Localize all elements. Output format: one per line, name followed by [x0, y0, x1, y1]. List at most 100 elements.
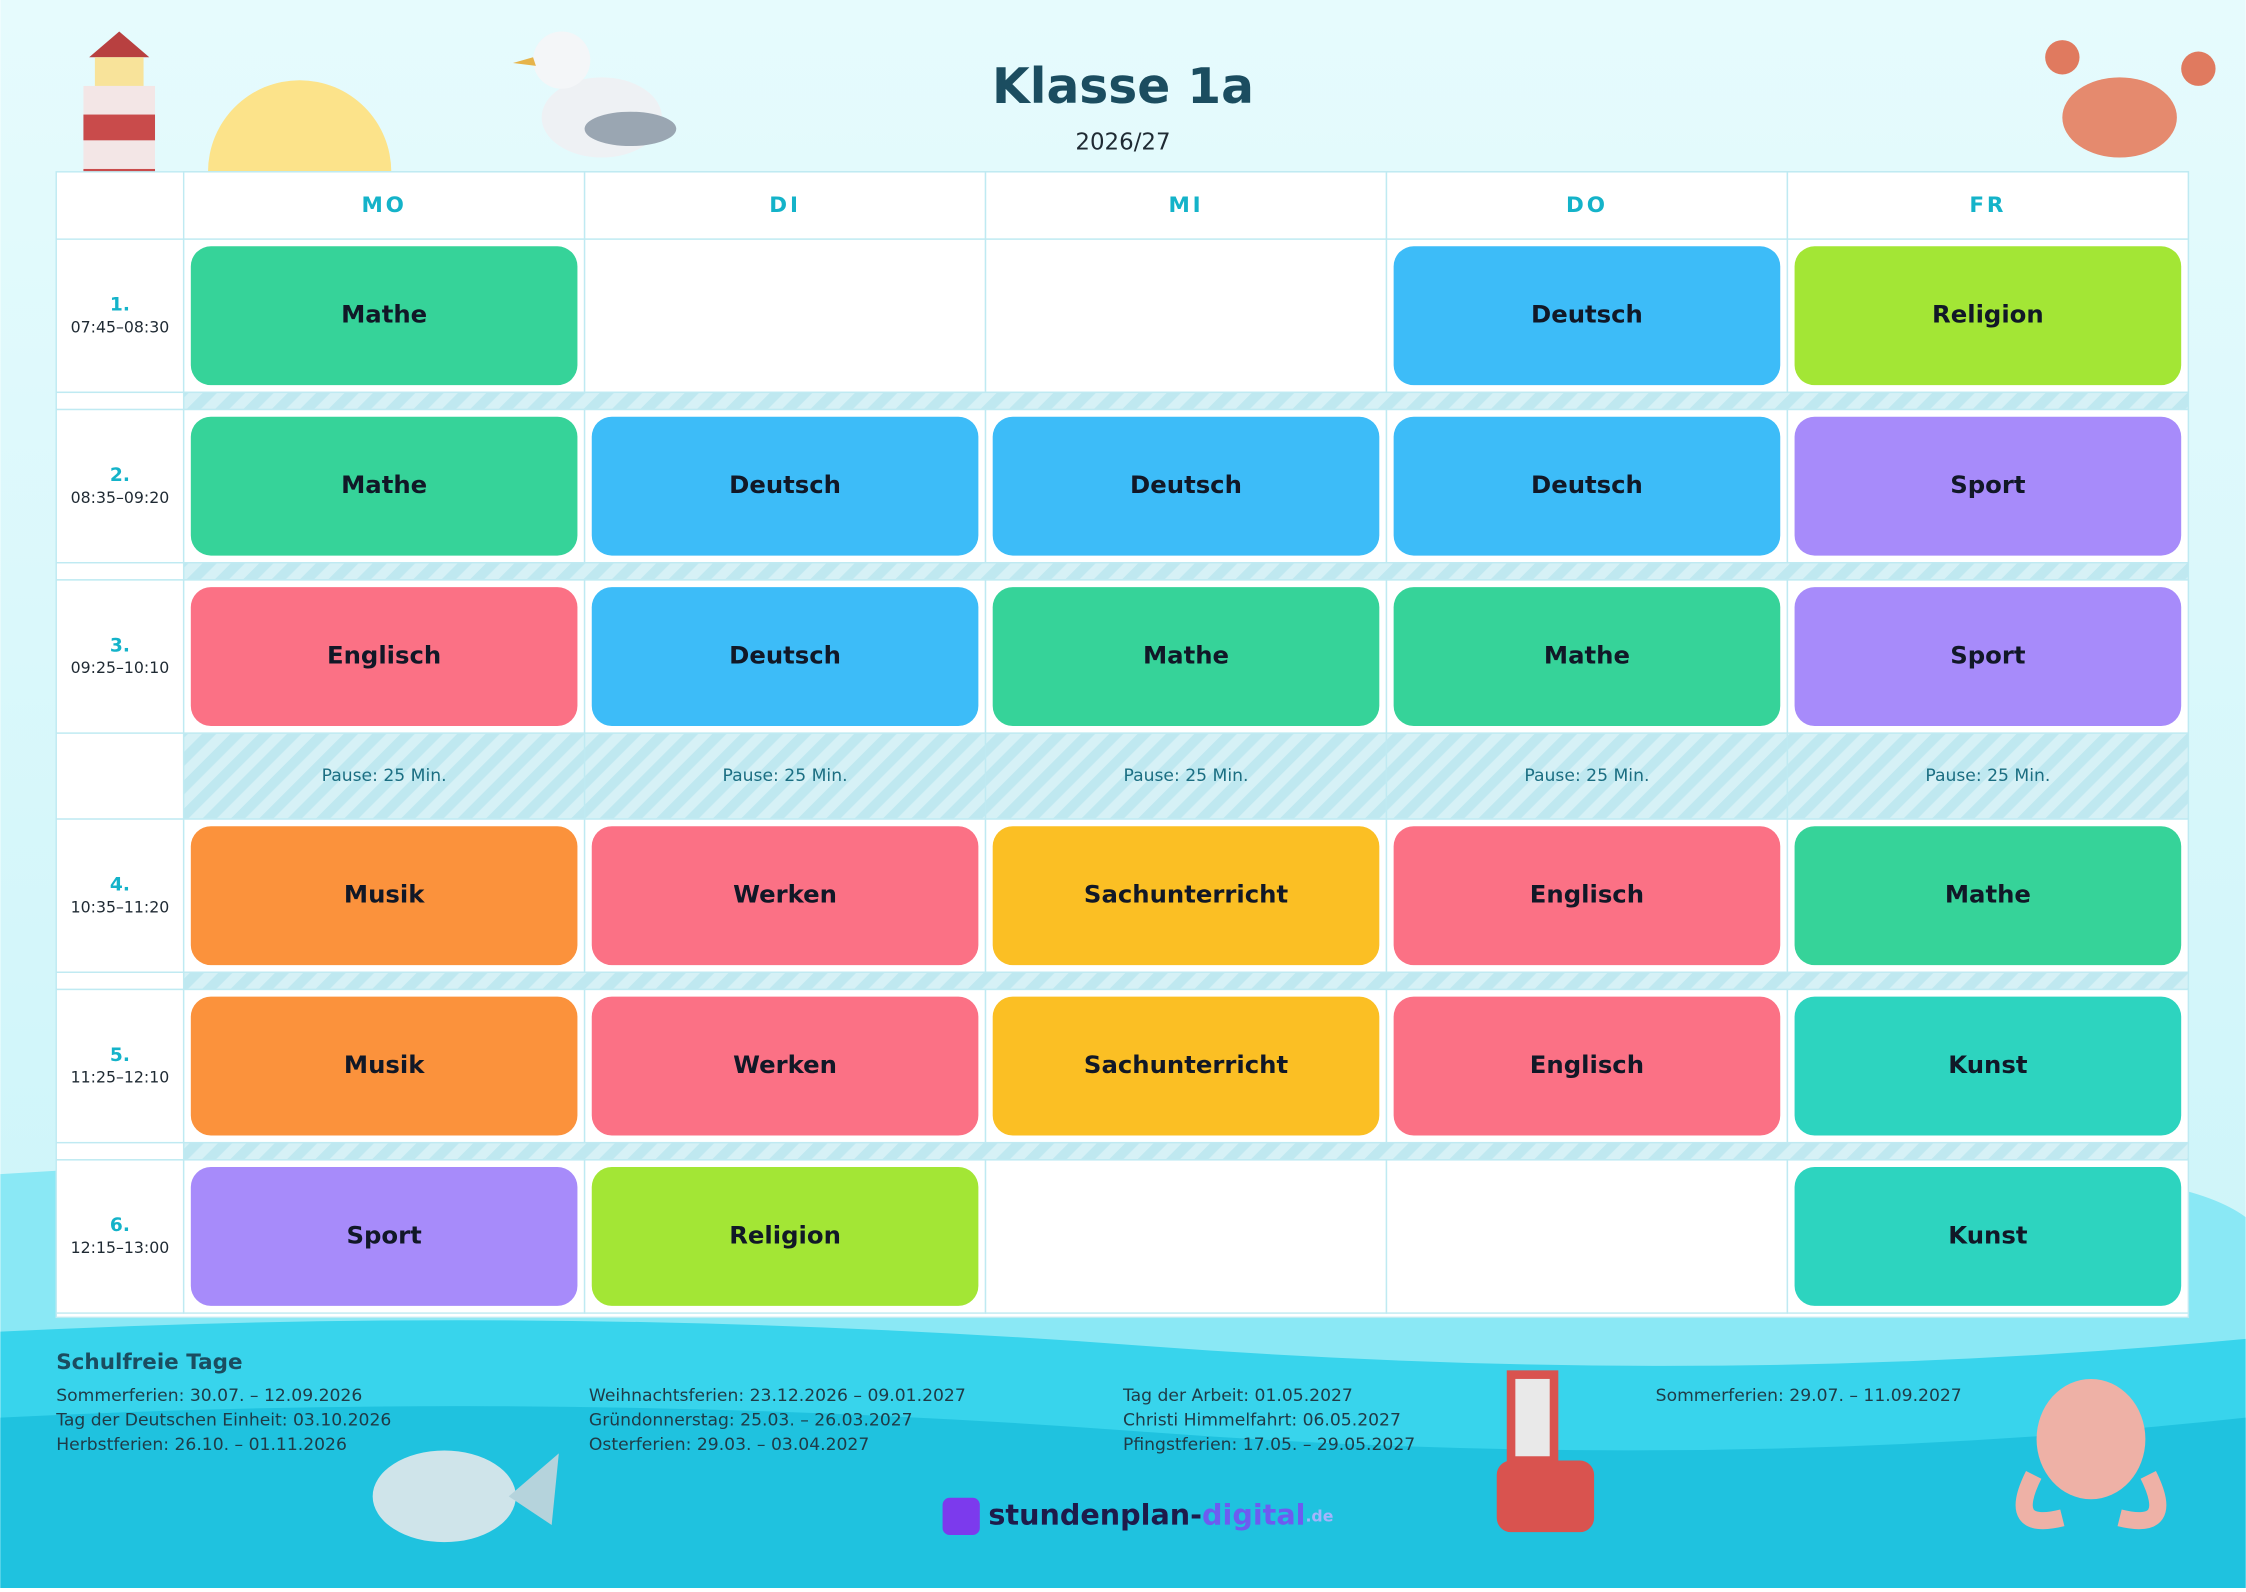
lesson-block [992, 587, 1380, 726]
lesson-subject: Kunst [1948, 1220, 2028, 1249]
title: Klasse 1a [992, 59, 1254, 115]
lesson-subject: Mathe [1544, 641, 1630, 670]
logo-part: digital [1202, 1497, 1305, 1531]
lesson-block [190, 587, 578, 726]
lesson-cell [984, 238, 1388, 394]
day-header: MO [361, 193, 406, 218]
break-time-cell [55, 1141, 185, 1161]
period-cell [55, 238, 185, 394]
lesson-block [591, 1167, 979, 1306]
holidays: Sommerferien: 30.07. – 12.09.2026 Tag der… [55, 1386, 1962, 1455]
lesson-subject: Mathe [1945, 880, 2031, 909]
day-header-cell [1385, 171, 1789, 240]
day-header: DI [769, 193, 801, 218]
break-time-cell [55, 971, 185, 991]
period-cell [55, 579, 185, 734]
lesson-subject: Mathe [341, 300, 427, 329]
lesson-subject: Religion [729, 1220, 841, 1249]
pause-cell [984, 732, 1388, 820]
day-header-cell [984, 171, 1388, 240]
lesson-subject: Kunst [1948, 1050, 2028, 1079]
period-time: 10:35–11:20 [71, 897, 170, 916]
lesson-block [1794, 996, 2182, 1136]
lesson-cell [984, 1159, 1388, 1314]
wave [0, 1406, 2246, 1588]
lesson-subject: Sachunterricht [1084, 880, 1289, 909]
period-number: 2. [110, 465, 130, 486]
period-cell [55, 1159, 185, 1314]
lesson-block [992, 416, 1380, 556]
period-cell [55, 408, 185, 564]
pause-time-cell [55, 732, 185, 820]
holiday-entry: Pfingstferien: 17.05. – 29.05.2027 [1123, 1435, 1415, 1455]
lesson-block [1393, 826, 1781, 966]
lesson-subject: Religion [1932, 300, 2044, 329]
break-strip [182, 971, 2190, 991]
lesson-subject: Deutsch [729, 470, 841, 499]
break-time-cell [55, 562, 185, 581]
crab [2045, 40, 2216, 158]
day-header: FR [1969, 193, 2006, 218]
break-time-cell [55, 391, 185, 411]
lesson-cell [1385, 1159, 1789, 1314]
holiday-entry: Tag der Arbeit: 01.05.2027 [1122, 1386, 1353, 1406]
lesson-block [591, 587, 979, 726]
lesson-subject: Deutsch [1531, 470, 1643, 499]
lesson-block [1794, 246, 2182, 386]
octopus [2015, 1378, 2167, 1530]
break-strip [182, 562, 2190, 581]
pause-cell [583, 732, 987, 820]
period-time: 11:25–12:10 [71, 1068, 170, 1087]
lesson-subject: Musik [344, 1050, 425, 1079]
buoy [1496, 1370, 1595, 1533]
holiday-entry: Tag der Deutschen Einheit: 03.10.2026 [55, 1410, 391, 1430]
lesson-block [1393, 996, 1781, 1136]
pause-label: Pause: 25 Min. [1524, 766, 1649, 786]
period-time: 07:45–08:30 [71, 317, 170, 336]
lesson-subject: Englisch [1530, 1050, 1644, 1079]
lesson-subject: Werken [733, 880, 837, 909]
break-strip [182, 1141, 2190, 1161]
lesson-subject: Sachunterricht [1084, 1050, 1289, 1079]
logo: stundenplan-digital.de [942, 1497, 1333, 1536]
lesson-subject: Deutsch [1130, 470, 1242, 499]
day-header-cell [182, 171, 586, 240]
period-number: 6. [110, 1215, 130, 1236]
holiday-entry: Osterferien: 29.03. – 03.04.2027 [589, 1435, 869, 1455]
lesson-block [190, 416, 578, 556]
lesson-subject: Sport [1950, 641, 2026, 670]
seagull [513, 31, 677, 158]
lesson-block [591, 826, 979, 966]
pause-label: Pause: 25 Min. [322, 766, 447, 786]
lesson-cell [583, 238, 987, 394]
holidays-title: Schulfreie Tage [56, 1350, 242, 1375]
lesson-block [992, 996, 1380, 1136]
lesson-subject: Musik [344, 880, 425, 909]
lesson-subject: Englisch [327, 641, 441, 670]
day-header: MI [1168, 193, 1203, 218]
fish [372, 1450, 559, 1543]
timetable: MO DI MI DO FR 1. 07:45–08:30 Mathe Deutsch Relig… [55, 171, 2190, 1319]
lesson-block [190, 996, 578, 1136]
period-number: 1. [110, 294, 130, 315]
pause-cell [1786, 732, 2190, 820]
period-cell [55, 818, 185, 973]
period-time: 12:15–13:00 [71, 1238, 170, 1257]
lesson-subject: Deutsch [729, 641, 841, 670]
lesson-block [591, 996, 979, 1136]
holiday-entry: Sommerferien: 30.07. – 12.09.2026 [56, 1386, 362, 1406]
lesson-subject: Mathe [341, 470, 427, 499]
lesson-subject: Werken [733, 1050, 837, 1079]
lesson-block [190, 1167, 578, 1306]
lesson-block [1794, 416, 2182, 556]
lesson-block [1393, 416, 1781, 556]
period-time: 09:25–10:10 [71, 658, 170, 677]
holiday-entry: Herbstferien: 26.10. – 01.11.2026 [56, 1435, 347, 1455]
period-number: 4. [110, 874, 130, 895]
lesson-block [190, 246, 578, 386]
period-number: 3. [110, 635, 130, 656]
pause-label: Pause: 25 Min. [1124, 766, 1249, 786]
pause-cell [182, 732, 586, 820]
holiday-entry: Gründonnerstag: 25.03. – 26.03.2027 [589, 1410, 913, 1430]
